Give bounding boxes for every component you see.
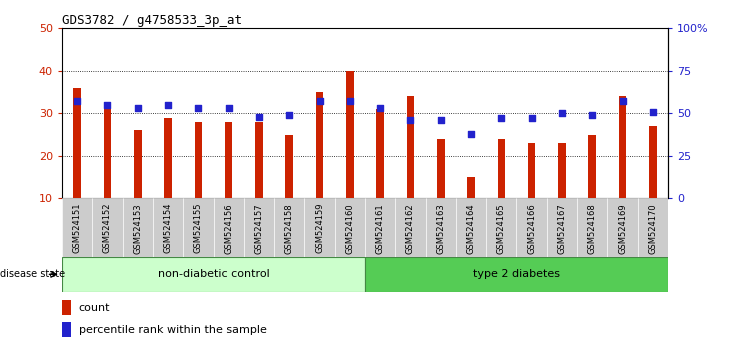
Point <box>617 98 629 104</box>
Point <box>314 98 326 104</box>
Text: GSM524163: GSM524163 <box>437 203 445 254</box>
Bar <box>486 198 517 257</box>
Bar <box>638 198 668 257</box>
Text: type 2 diabetes: type 2 diabetes <box>473 269 560 279</box>
Text: GSM524160: GSM524160 <box>345 203 354 253</box>
Text: GSM524154: GSM524154 <box>164 203 172 253</box>
Bar <box>528 143 535 198</box>
Bar <box>93 198 123 257</box>
Bar <box>195 122 202 198</box>
Point <box>496 115 507 121</box>
Bar <box>62 300 71 315</box>
Text: GSM524157: GSM524157 <box>255 203 264 253</box>
Bar <box>649 126 656 198</box>
Text: disease state: disease state <box>0 269 65 279</box>
Point <box>526 115 537 121</box>
Point <box>647 109 658 114</box>
Text: GSM524151: GSM524151 <box>73 203 82 253</box>
Point <box>193 105 204 111</box>
Bar <box>365 198 396 257</box>
Point <box>223 105 234 111</box>
Point <box>101 102 113 108</box>
Bar <box>588 135 596 198</box>
Bar <box>346 71 353 198</box>
Bar <box>244 198 274 257</box>
Bar <box>396 198 426 257</box>
Bar <box>255 122 263 198</box>
Bar <box>377 109 384 198</box>
Text: GSM524156: GSM524156 <box>224 203 233 253</box>
Bar <box>304 198 335 257</box>
Bar <box>134 130 142 198</box>
Text: GSM524158: GSM524158 <box>285 203 293 253</box>
Bar <box>547 198 577 257</box>
Bar <box>274 198 304 257</box>
Bar <box>153 198 183 257</box>
Text: GSM524167: GSM524167 <box>558 203 566 254</box>
Text: non-diabetic control: non-diabetic control <box>158 269 269 279</box>
Bar <box>164 118 172 198</box>
Text: GSM524161: GSM524161 <box>376 203 385 253</box>
Bar <box>577 198 607 257</box>
Bar <box>225 122 232 198</box>
Text: GSM524165: GSM524165 <box>497 203 506 253</box>
Bar <box>214 198 244 257</box>
Text: GSM524166: GSM524166 <box>527 203 536 254</box>
Bar <box>607 198 638 257</box>
Bar <box>456 198 486 257</box>
Bar <box>335 198 365 257</box>
Bar <box>183 198 214 257</box>
Bar <box>467 177 474 198</box>
Bar <box>104 105 111 198</box>
Point <box>344 98 356 104</box>
Text: GSM524153: GSM524153 <box>134 203 142 253</box>
Point <box>556 110 568 116</box>
Bar <box>316 92 323 198</box>
Point <box>162 102 174 108</box>
Bar <box>517 198 547 257</box>
Text: GSM524159: GSM524159 <box>315 203 324 253</box>
Point <box>253 114 265 120</box>
Point <box>465 131 477 137</box>
Bar <box>62 322 71 337</box>
Point <box>586 112 598 118</box>
Point <box>283 112 295 118</box>
Bar <box>285 135 293 198</box>
Text: GSM524155: GSM524155 <box>194 203 203 253</box>
Point <box>132 105 144 111</box>
Bar <box>365 257 668 292</box>
Text: GSM524170: GSM524170 <box>648 203 657 253</box>
Bar <box>426 198 456 257</box>
Bar <box>62 198 93 257</box>
Point <box>374 105 386 111</box>
Bar <box>407 96 414 198</box>
Text: GSM524169: GSM524169 <box>618 203 627 253</box>
Text: GSM524152: GSM524152 <box>103 203 112 253</box>
Bar <box>123 198 153 257</box>
Text: GSM524162: GSM524162 <box>406 203 415 253</box>
Bar <box>62 257 365 292</box>
Bar <box>498 139 505 198</box>
Point <box>435 117 447 123</box>
Point <box>404 117 416 123</box>
Text: count: count <box>79 303 110 313</box>
Point <box>72 98 83 104</box>
Bar <box>558 143 566 198</box>
Bar <box>619 96 626 198</box>
Text: GSM524168: GSM524168 <box>588 203 596 254</box>
Bar <box>437 139 445 198</box>
Text: GDS3782 / g4758533_3p_at: GDS3782 / g4758533_3p_at <box>62 14 242 27</box>
Text: GSM524164: GSM524164 <box>466 203 475 253</box>
Bar <box>74 88 81 198</box>
Text: percentile rank within the sample: percentile rank within the sample <box>79 325 266 335</box>
